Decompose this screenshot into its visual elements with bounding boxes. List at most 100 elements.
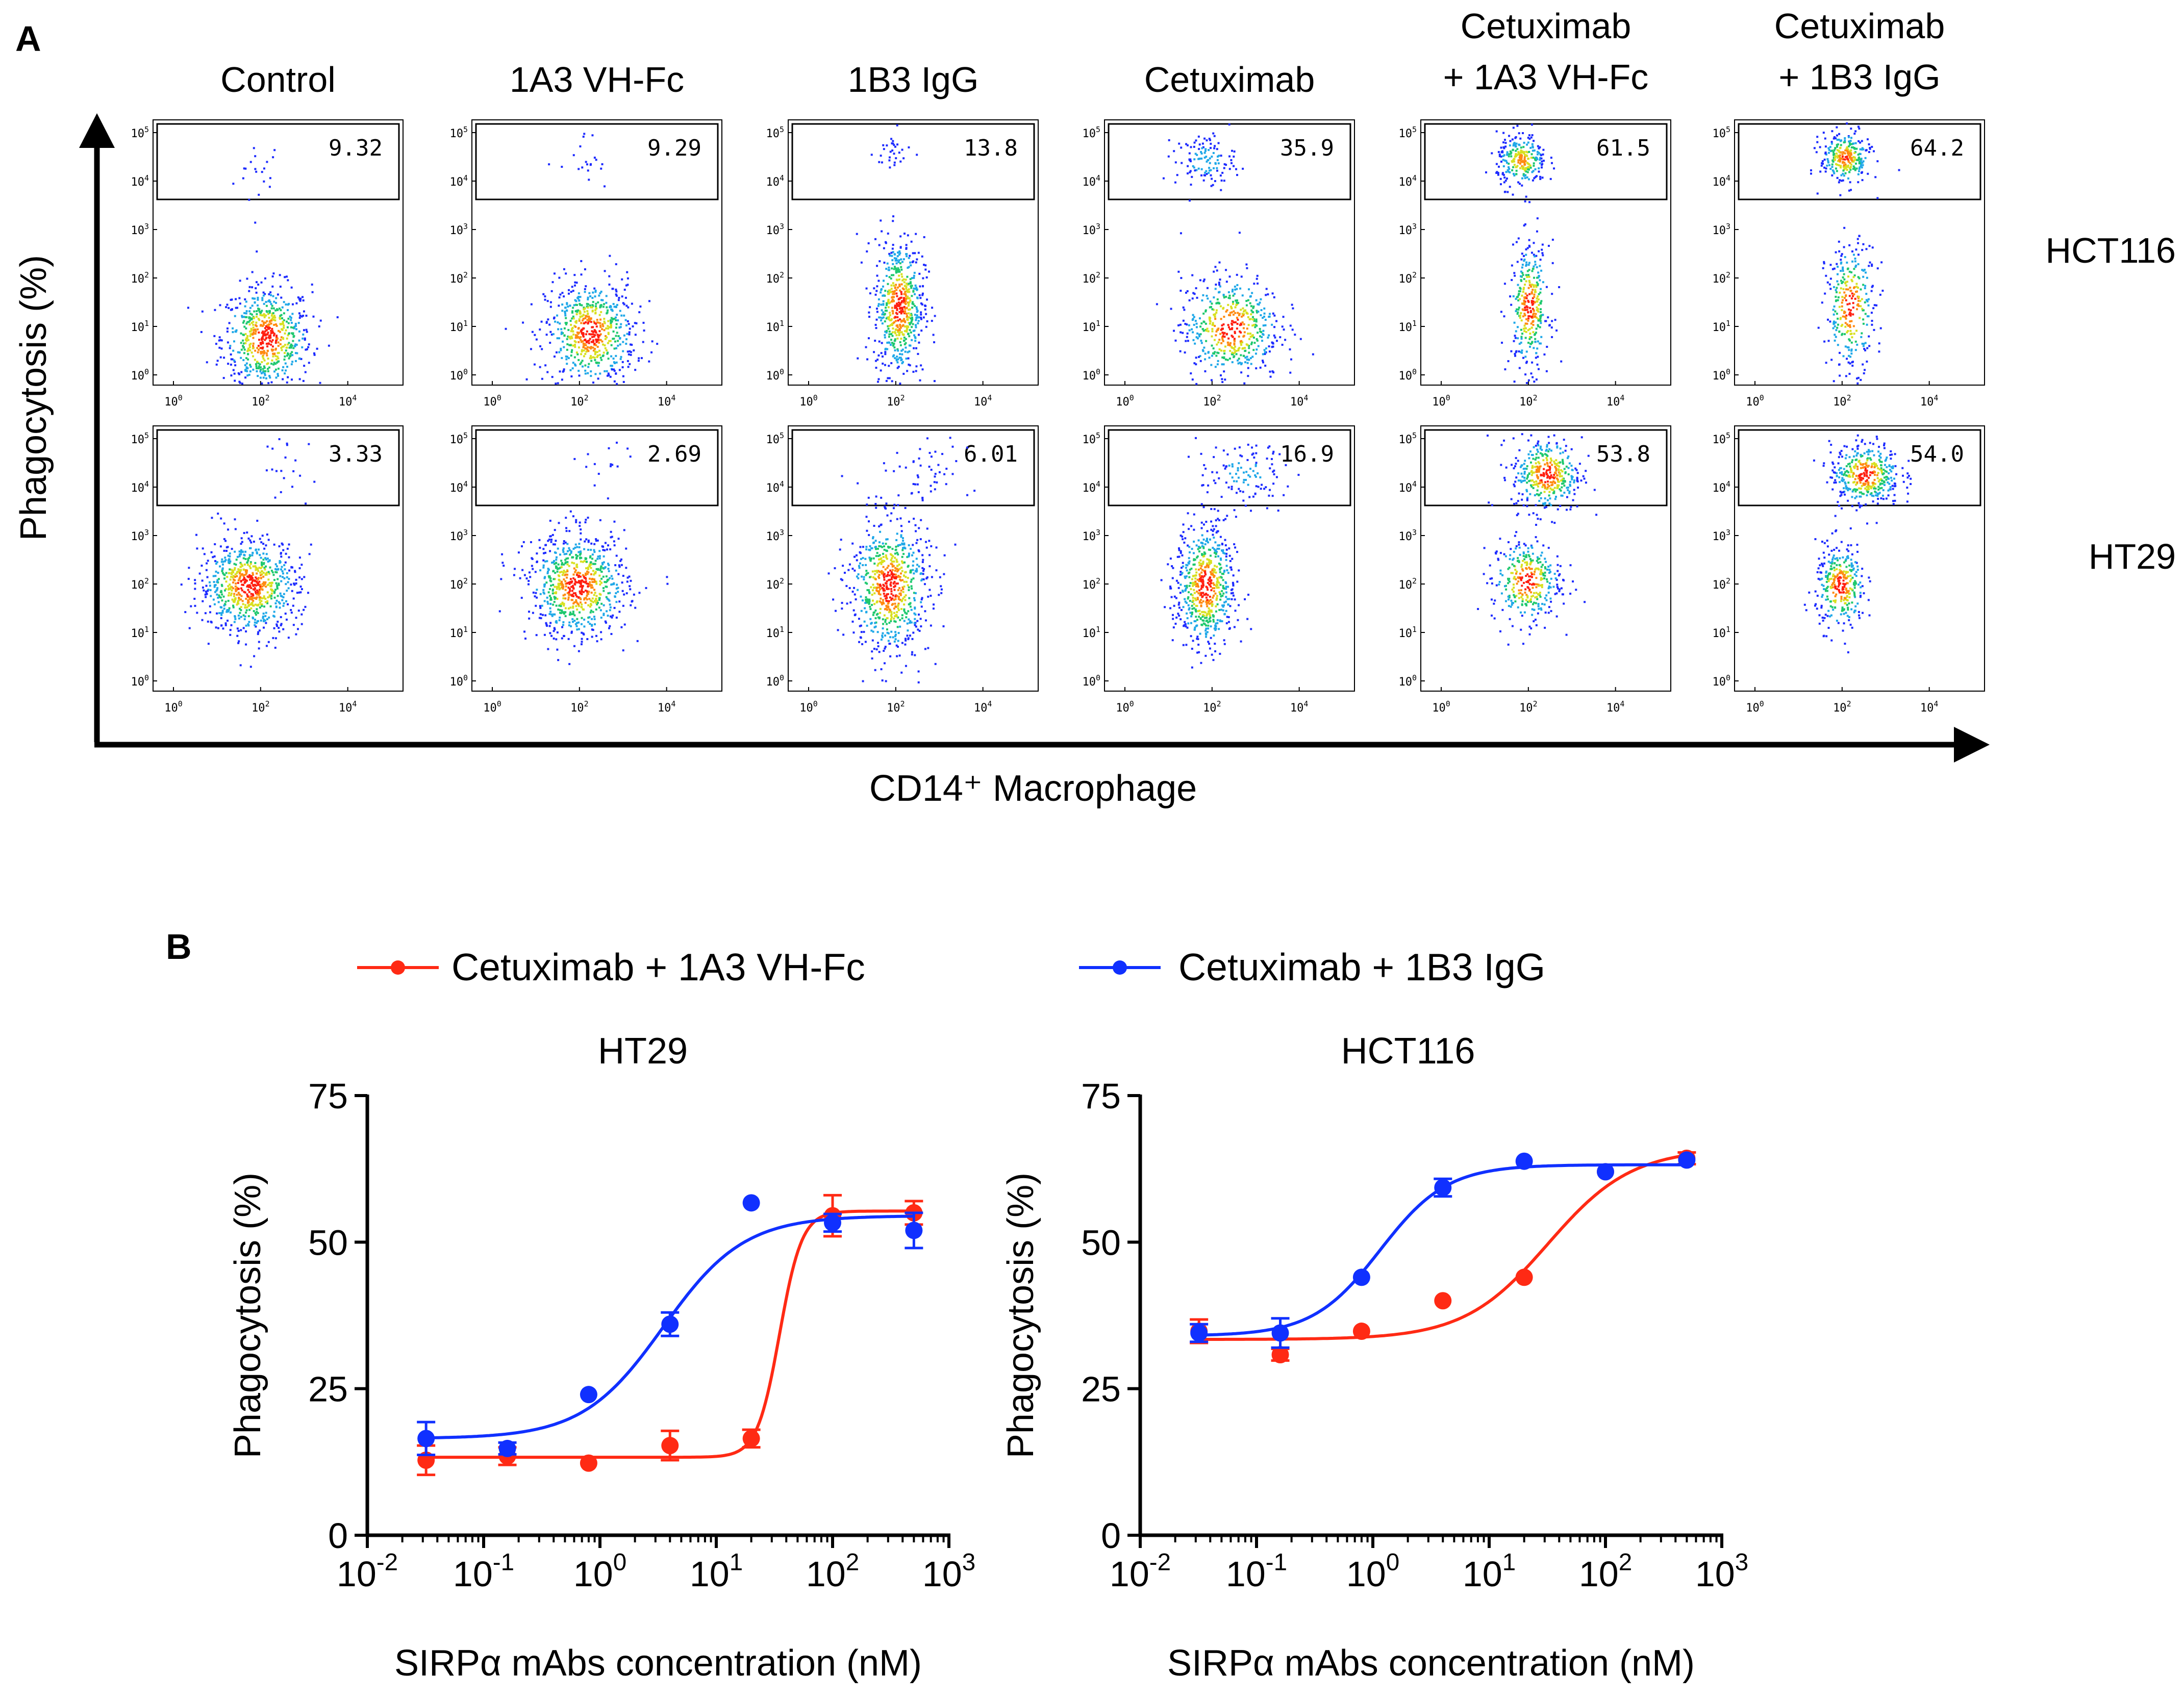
event-dot [1526,151,1528,154]
event-dot [877,304,880,307]
event-dot [243,312,246,314]
event-dot [295,633,297,636]
event-dot [889,150,892,153]
event-dot [273,596,276,599]
event-dot [1234,321,1237,323]
event-dot [905,295,907,297]
event-dot [909,364,911,367]
event-dot [564,307,567,309]
event-dot [261,597,263,599]
event-dot [1507,191,1509,193]
event-dot [1852,253,1855,256]
event-dot [261,605,263,607]
event-dot [275,301,278,304]
event-dot [598,349,601,352]
event-dot [271,327,273,330]
event-dot [1535,332,1537,334]
event-dot [1824,145,1827,148]
event-dot [240,348,243,351]
event-dot [271,359,273,362]
event-dot [1835,289,1837,291]
event-dot [264,619,266,622]
event-dot [1195,139,1197,142]
event-dot [227,363,230,365]
x-tick-label: 102 [252,393,270,409]
event-dot [898,302,901,304]
event-dot [262,376,265,379]
event-dot [521,569,524,571]
event-dot [1225,281,1228,283]
event-dot [1845,314,1848,317]
event-dot [1202,320,1205,323]
event-dot [911,317,913,320]
event-dot [258,193,260,196]
event-dot [590,317,592,320]
event-dot [1537,295,1539,298]
event-dot [576,296,579,299]
event-dot [1246,327,1248,330]
event-dot [897,267,899,270]
event-dot [280,296,283,299]
event-dot [263,595,265,598]
event-dot [1857,304,1860,307]
event-dot [1823,166,1826,169]
event-dot [1520,161,1522,163]
event-dot [280,624,282,626]
event-dot [1542,153,1544,156]
event-dot [1535,357,1537,359]
event-dot [1856,238,1859,240]
event-dot [1222,333,1225,335]
event-dot [267,327,270,330]
event-dot [255,598,258,600]
event-dot [540,320,543,323]
event-dot [594,592,596,594]
event-dot [877,380,880,383]
event-dot [1840,165,1842,167]
event-dot [213,581,215,583]
event-dot [1861,140,1863,142]
event-dot [262,552,265,555]
event-dot [1836,176,1839,179]
event-dot [300,578,303,580]
event-dot [283,602,285,604]
event-dot [881,230,883,233]
event-dot [1521,333,1524,335]
event-dot [1509,186,1511,188]
event-dot [553,356,556,358]
event-dot [531,331,534,333]
event-dot [1532,289,1534,291]
event-dot [1192,331,1194,334]
event-dot [238,553,241,556]
event-dot [1509,171,1511,173]
event-dot [570,551,572,554]
event-dot [887,269,890,271]
event-dot [899,289,901,292]
event-dot [564,314,567,317]
event-dot [1219,174,1222,177]
event-dot [290,343,292,346]
event-dot [596,354,599,357]
event-dot [884,348,887,351]
event-dot [1216,269,1218,272]
event-dot [1234,345,1237,348]
event-dot [1519,288,1522,290]
event-dot [887,232,889,235]
event-dot [896,326,899,328]
event-dot [269,294,272,296]
event-dot [245,572,247,575]
event-dot [598,334,601,337]
event-dot [607,342,609,344]
event-dot [253,597,256,599]
event-dot [1849,320,1851,323]
event-dot [566,550,569,552]
event-dot [1195,322,1198,325]
event-dot [909,299,912,302]
event-dot [891,342,893,344]
event-dot [1256,348,1258,351]
event-dot [289,344,292,347]
event-dot [1541,248,1543,251]
event-dot [194,588,196,590]
event-dot [283,324,285,327]
event-dot [272,332,274,334]
event-dot [596,321,598,324]
